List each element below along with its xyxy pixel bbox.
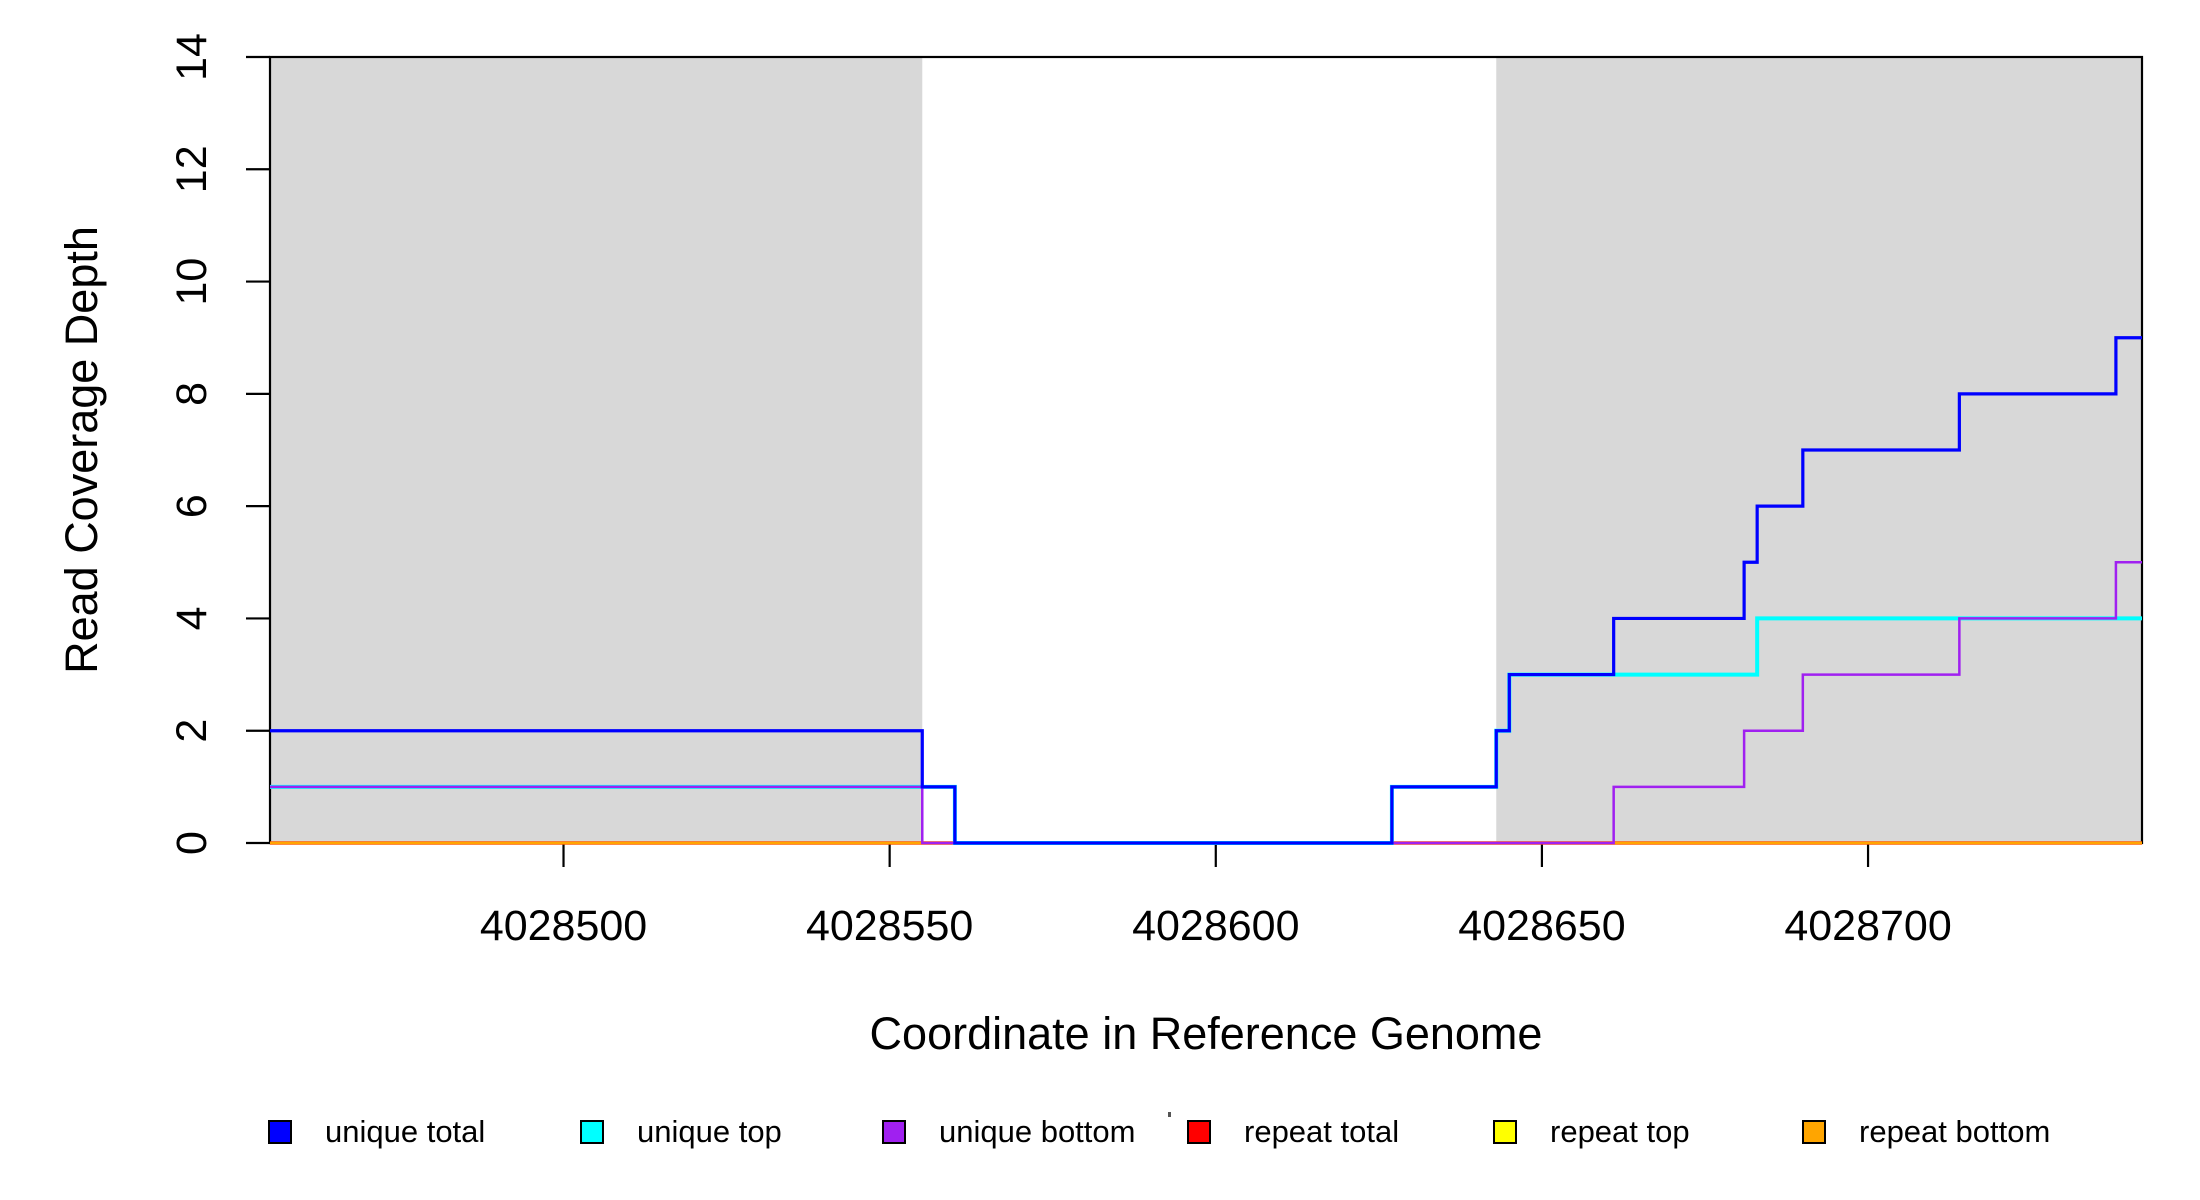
legend-swatch-repeat-bottom (1802, 1120, 1826, 1144)
y-tick-label-8: 8 (168, 382, 216, 406)
y-tick-label-12: 12 (168, 145, 216, 193)
y-tick-label-0: 0 (168, 831, 216, 855)
y-tick-label-4: 4 (168, 606, 216, 630)
stray-point-mark (1168, 1112, 1171, 1117)
shaded-region-1 (270, 57, 923, 843)
y-tick-label-10: 10 (168, 258, 216, 306)
x-tick-label-4028700: 4028700 (1784, 902, 1951, 950)
x-tick-label-4028650: 4028650 (1458, 902, 1625, 950)
legend-label-unique-bottom: unique bottom (939, 1114, 1136, 1149)
legend-swatch-unique-bottom (882, 1120, 906, 1144)
x-axis-title: Coordinate in Reference Genome (869, 1008, 1543, 1059)
legend-swatch-unique-total (268, 1120, 292, 1144)
x-tick-label-4028600: 4028600 (1132, 902, 1299, 950)
series-line-unique-total (270, 336, 2142, 845)
y-tick-label-14: 14 (168, 33, 216, 81)
legend-label-unique-total: unique total (325, 1114, 486, 1149)
y-tick-label-2: 2 (168, 719, 216, 743)
legend-label-repeat-total: repeat total (1244, 1114, 1400, 1149)
legend-label-repeat-bottom: repeat bottom (1859, 1114, 2051, 1149)
legend-label-unique-top: unique top (637, 1114, 782, 1149)
x-tick-label-4028550: 4028550 (806, 902, 973, 950)
legend-swatch-unique-top (580, 1120, 604, 1144)
y-tick-label-6: 6 (168, 494, 216, 518)
legend-label-repeat-top: repeat top (1550, 1114, 1690, 1149)
legend-swatch-repeat-total (1187, 1120, 1211, 1144)
legend-swatch-repeat-top (1493, 1120, 1517, 1144)
x-tick-label-4028500: 4028500 (480, 902, 647, 950)
y-axis-title: Read Coverage Depth (56, 226, 107, 674)
